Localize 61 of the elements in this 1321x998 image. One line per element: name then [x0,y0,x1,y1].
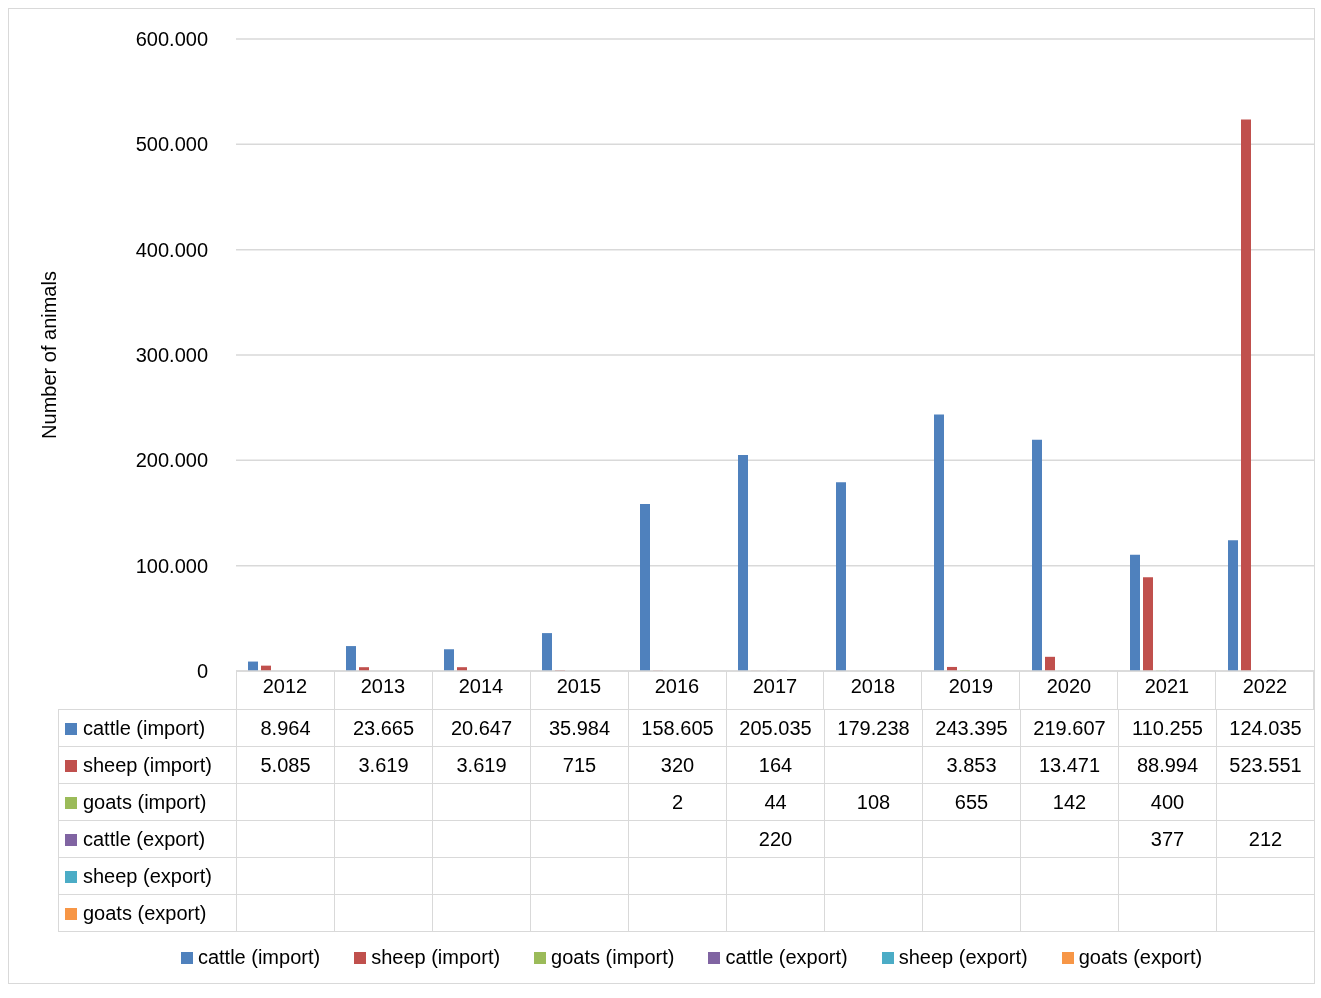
legend-label: sheep (import) [58,746,237,784]
legend-label: sheep (export) [58,857,237,895]
x-tick-label: 2021 [1144,675,1190,698]
legend-label: goats (export) [58,894,237,932]
data-label: 3.619 [432,746,531,784]
data-label: 44 [726,783,825,821]
x-tick-label: 2020 [1046,675,1092,698]
data-label: 179.238 [824,709,923,747]
data-label: 35.984 [530,709,629,747]
data-label: 124.035 [1216,709,1315,747]
text: sheep (export) [898,946,1028,968]
legend-label: cattle (import) [58,709,237,747]
data-label: 220 [726,820,825,858]
x-tick-label: 2022 [1242,675,1288,698]
data-label: 5.085 [236,746,335,784]
y-tick-label: 400.000 [135,238,208,261]
text: cattle (export) [83,827,206,850]
x-tick-label: 2013 [360,675,406,698]
data-label: 164 [726,746,825,784]
data-label: 8.964 [236,709,335,747]
data-label: 142 [1020,783,1119,821]
x-tick-label: 2018 [850,675,896,698]
data-label: 108 [824,783,923,821]
data-label: 377 [1118,820,1217,858]
x-tick-label: 2019 [948,675,994,698]
legend-label: goats (import) [551,946,675,969]
data-label: 88.994 [1118,746,1217,784]
data-label: 219.607 [1020,709,1119,747]
data-label: 243.395 [922,709,1021,747]
data-label: 158.605 [628,709,727,747]
text: cattle (import) [197,946,321,968]
y-tick-label: 500.000 [135,133,208,156]
y-tick-label: 100.000 [135,554,208,577]
data-label: 3.853 [922,746,1021,784]
data-label: 320 [628,746,727,784]
data-label: 13.471 [1020,746,1119,784]
x-tick-label: 2015 [556,675,602,698]
y-tick-label: 300.000 [135,344,208,367]
data-label: 212 [1216,820,1315,858]
text: goats (import) [83,790,207,813]
x-tick-label: 2017 [752,675,798,698]
y-tick-label: 0 [196,660,208,683]
y-axis-title: Number of animals [38,271,61,439]
data-label: 3.619 [334,746,433,784]
y-tick-label: 200.000 [135,449,208,472]
data-label: 400 [1118,783,1217,821]
data-label: 23.665 [334,709,433,747]
x-tick-label: 2012 [262,675,308,698]
data-label: 110.255 [1118,709,1217,747]
text: goats (export) [1078,946,1203,968]
text: sheep (import) [371,946,501,968]
x-tick-label: 2016 [654,675,700,698]
y-tick-label: 600.000 [135,28,208,51]
data-label: 2 [628,783,727,821]
data-label: 715 [530,746,629,784]
x-tick-label: 2014 [458,675,504,698]
data-label: 523.551 [1216,746,1315,784]
legend-label: cattle (export) [725,946,848,969]
data-label: 20.647 [432,709,531,747]
data-label: 205.035 [726,709,825,747]
data-label: 655 [922,783,1021,821]
